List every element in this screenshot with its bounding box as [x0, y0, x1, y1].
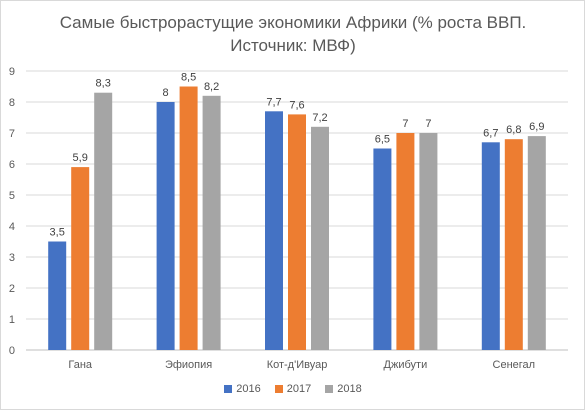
data-label: 6,7 [483, 127, 498, 139]
bar-2017-3 [396, 133, 415, 350]
data-label: 6,8 [506, 124, 521, 136]
data-label: 3,5 [50, 227, 65, 239]
data-label: 7 [425, 118, 431, 130]
legend-item: 2018 [325, 383, 362, 395]
y-tick-label: 8 [9, 97, 15, 109]
bar-2018-1 [202, 95, 221, 350]
legend-label: 2017 [286, 383, 312, 395]
bar-2016-1 [156, 102, 175, 350]
bar-2016-2 [265, 111, 283, 350]
legend: 2016 2017 2018 [0, 383, 586, 395]
legend-swatch [274, 385, 283, 393]
bar-2018-4 [527, 136, 546, 350]
chart-title-line2: Источник: МВФ) [230, 36, 356, 55]
data-label: 8,3 [96, 78, 111, 90]
data-label: 8 [163, 87, 169, 99]
bar-2018-0 [94, 92, 113, 350]
y-tick-label: 1 [9, 314, 15, 326]
bar-2017-2 [288, 114, 306, 351]
bar-2016-4 [481, 142, 500, 350]
data-label: 7,2 [312, 112, 327, 124]
data-label: 7,7 [266, 96, 281, 108]
data-label: 6,5 [375, 134, 390, 146]
data-label: 8,5 [181, 72, 196, 84]
data-label: 5,9 [73, 152, 88, 164]
bar-2017-0 [71, 167, 90, 350]
legend-item: 2016 [224, 383, 261, 395]
x-tick-labels: Гана Эфиопия Кот-д'Ивуар Джибути Сенегал [68, 359, 535, 371]
y-tick-label: 2 [9, 283, 15, 295]
x-tick-label: Джибути [384, 359, 428, 371]
y-tick-label: 6 [9, 159, 15, 171]
y-tick-label: 9 [9, 66, 15, 78]
bar-2018-2 [311, 126, 329, 350]
y-tick-label: 5 [9, 190, 15, 202]
legend-label: 2016 [236, 383, 261, 395]
bar-2017-1 [179, 86, 198, 350]
legend-label: 2018 [337, 383, 362, 395]
y-tick-label: 7 [9, 128, 15, 140]
legend-item: 2017 [274, 383, 312, 395]
x-tick-label: Гана [68, 359, 93, 371]
x-tick-label: Кот-д'Ивуар [267, 359, 328, 371]
bars [48, 86, 546, 351]
chart-title-line1: Самые быстрорастущие экономики Африки (%… [59, 13, 527, 32]
legend-swatch [224, 385, 233, 393]
bar-2016-0 [48, 241, 67, 350]
bar-2018-3 [419, 133, 438, 350]
x-tick-label: Эфиопия [165, 359, 212, 371]
y-tick-label: 0 [9, 345, 15, 357]
y-tick-label: 4 [9, 221, 15, 233]
bar-2016-3 [373, 148, 392, 350]
y-tick-labels: 0 1 2 3 4 5 6 7 8 9 [9, 66, 15, 357]
data-label: 6,9 [529, 121, 544, 133]
data-label: 8,2 [204, 81, 219, 93]
bar-2017-4 [504, 139, 523, 350]
data-labels: 3,5 5,9 8,3 8 8,5 8,2 7,7 7,6 7,2 6,5 7 7 6,7 6,8 6,9 [50, 72, 545, 239]
data-label: 7,6 [289, 99, 304, 111]
data-label: 7 [402, 118, 408, 130]
y-tick-label: 3 [9, 252, 15, 264]
legend-swatch [325, 385, 334, 393]
x-tick-label: Сенегал [493, 359, 536, 371]
